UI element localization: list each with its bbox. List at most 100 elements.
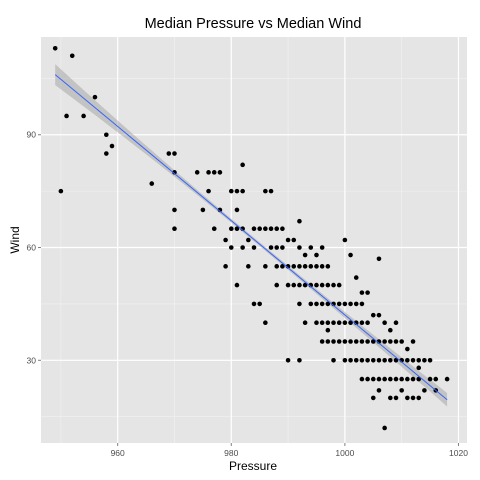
data-point (325, 339, 331, 344)
confidence-band-layer (55, 64, 448, 407)
data-point (427, 376, 433, 382)
x-tick-label: 960 (111, 448, 125, 458)
chart-title: Median Pressure vs Median Wind (145, 16, 362, 32)
data-point (109, 143, 115, 149)
data-point (263, 226, 268, 232)
data-point (297, 357, 302, 363)
data-point (166, 151, 172, 156)
confidence-band (55, 64, 448, 407)
data-point (240, 226, 245, 232)
data-point (251, 245, 257, 250)
data-point (393, 339, 399, 344)
data-point (274, 264, 280, 269)
data-point (405, 346, 410, 352)
data-point (302, 282, 308, 288)
data-point (325, 282, 331, 288)
data-point (359, 290, 365, 295)
data-point (240, 188, 245, 194)
data-point (308, 301, 314, 307)
data-point (302, 264, 308, 269)
data-point (319, 339, 325, 344)
data-point (263, 264, 268, 269)
data-point (370, 376, 376, 382)
data-point (314, 264, 319, 269)
data-point (297, 218, 302, 224)
data-point (336, 282, 342, 288)
data-point (69, 53, 75, 59)
data-point (416, 395, 422, 401)
x-axis-ticks: 960 980 1000 1020 (111, 443, 468, 458)
data-point (217, 207, 223, 213)
data-point (234, 226, 240, 232)
data-point (444, 376, 450, 382)
data-point (291, 237, 297, 243)
data-point (263, 320, 268, 326)
data-point (382, 425, 387, 431)
data-point (336, 301, 342, 307)
data-point (280, 245, 285, 250)
y-axis-label: Wind (8, 226, 22, 253)
data-point (228, 188, 234, 194)
x-axis-label: Pressure (229, 459, 277, 473)
data-point (263, 188, 268, 194)
data-point (104, 151, 109, 156)
data-point (388, 339, 393, 344)
data-point (268, 226, 274, 232)
data-point (416, 357, 422, 363)
data-point (257, 226, 262, 232)
data-point (348, 301, 353, 307)
x-tick-label: 980 (224, 448, 238, 458)
data-point (342, 320, 348, 326)
data-point (393, 320, 399, 326)
data-point (405, 357, 410, 363)
data-point (297, 301, 302, 307)
x-tick-label: 1000 (335, 448, 354, 458)
data-point (319, 301, 325, 307)
data-point (393, 395, 399, 401)
data-point (251, 301, 257, 307)
data-point (399, 388, 404, 393)
data-point (291, 264, 297, 269)
data-point (342, 357, 348, 363)
data-point (399, 339, 404, 344)
data-point (370, 312, 376, 318)
data-point (297, 264, 302, 269)
data-point (348, 357, 353, 363)
data-point (370, 357, 376, 363)
data-point (172, 226, 177, 232)
data-point (64, 113, 69, 119)
data-point (172, 151, 177, 156)
data-point (410, 339, 416, 344)
data-point (388, 395, 393, 401)
data-point (405, 376, 410, 382)
data-point (314, 252, 319, 258)
data-point (285, 282, 291, 288)
data-point (285, 357, 291, 363)
data-point (376, 388, 382, 393)
data-point (274, 282, 280, 288)
data-point (410, 376, 416, 382)
data-point (353, 301, 359, 307)
data-point (319, 245, 325, 250)
data-point (393, 357, 399, 363)
data-point (342, 339, 348, 344)
data-point (365, 320, 370, 326)
y-axis-ticks: 30 60 90 (27, 130, 41, 365)
data-point (206, 188, 211, 194)
data-point (314, 282, 319, 288)
data-point (353, 275, 359, 280)
data-point (342, 237, 348, 243)
data-point (228, 226, 234, 232)
data-point (314, 320, 319, 326)
data-point (291, 282, 297, 288)
data-point (365, 376, 370, 382)
data-point (92, 94, 98, 100)
data-point (268, 188, 274, 194)
data-point (211, 170, 217, 175)
data-point (308, 245, 314, 250)
x-tick-label: 1020 (449, 448, 468, 458)
data-point (382, 339, 387, 344)
data-point (314, 301, 319, 307)
fit-line-layer (54, 74, 448, 401)
data-point (416, 365, 422, 371)
